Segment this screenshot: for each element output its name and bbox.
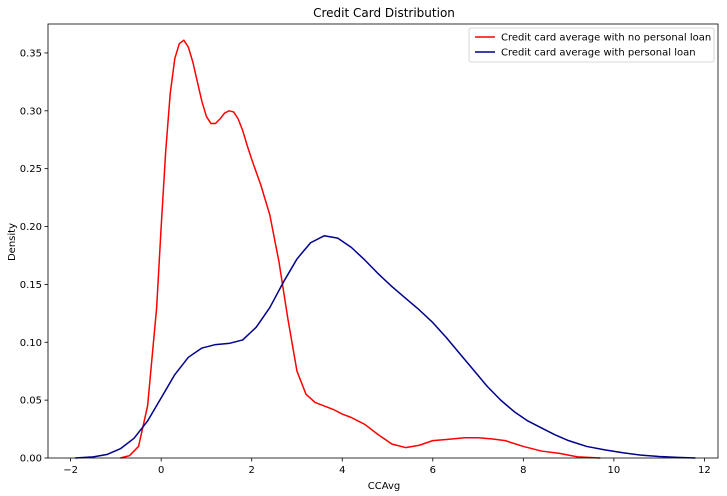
plot-frame xyxy=(47,23,719,459)
legend-box xyxy=(468,27,715,63)
y-tick-label: 0.25 xyxy=(20,164,42,175)
y-tick-label: 0.15 xyxy=(20,280,42,291)
x-tick-label: 12 xyxy=(698,465,711,476)
y-tick-label: 0.35 xyxy=(20,48,42,59)
x-tick-label: 4 xyxy=(339,465,345,476)
plot-area xyxy=(47,23,719,459)
x-tick-label: −2 xyxy=(63,465,78,476)
x-tick-label: 0 xyxy=(158,465,164,476)
legend: Credit card average with no personal loa… xyxy=(468,27,715,63)
chart-title: Credit Card Distribution xyxy=(313,6,455,20)
x-axis-label: CCAvg xyxy=(368,481,401,492)
y-axis-label: Density xyxy=(7,223,18,261)
y-tick-label: 0.20 xyxy=(20,222,42,233)
series-line-1 xyxy=(120,39,601,459)
legend-label-1: Credit card average with no personal loa… xyxy=(501,33,711,44)
x-tick-label: 6 xyxy=(430,465,436,476)
y-tick-label: 0.00 xyxy=(20,454,42,465)
x-tick-label: 8 xyxy=(520,465,526,476)
x-tick-label: 10 xyxy=(608,465,621,476)
x-tick-label: 2 xyxy=(249,465,255,476)
series-line-2 xyxy=(75,235,696,459)
axis-ticks: −2 0 2 4 6 8 10 12 0.00 0.05 0.10 0.15 0.20 0.25 0.30 0… xyxy=(20,48,711,476)
y-tick-label: 0.05 xyxy=(20,396,42,407)
y-tick-label: 0.30 xyxy=(20,106,42,117)
y-tick-label: 0.10 xyxy=(20,338,42,349)
legend-label-2: Credit card average with personal loan xyxy=(501,48,696,59)
